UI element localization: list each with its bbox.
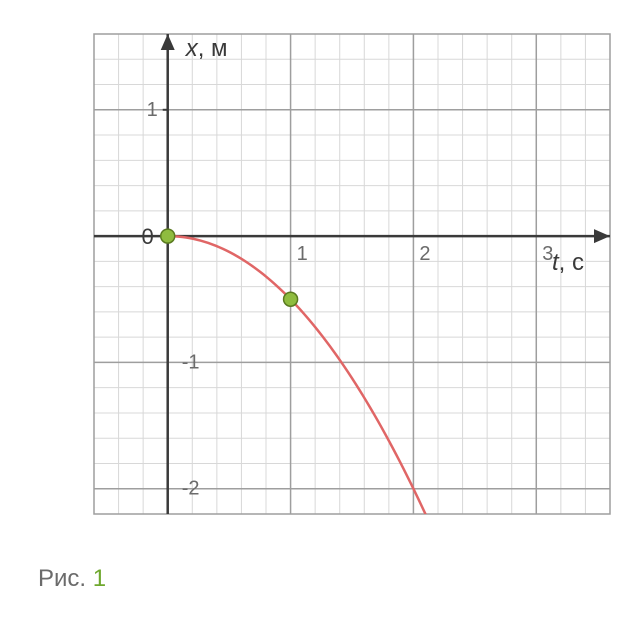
caption-number: 1: [93, 565, 106, 592]
x-axis-label: t, с: [552, 249, 584, 276]
x-tick-label: 2: [419, 243, 430, 265]
y-axis-label: x, м: [185, 35, 228, 62]
y-tick-label: -2: [182, 478, 200, 500]
data-point-0: [161, 229, 175, 243]
origin-label: 0: [141, 224, 153, 249]
figure-caption: Рис. 1: [38, 565, 106, 593]
data-point-1: [284, 292, 298, 306]
x-tick-label: 1: [297, 243, 308, 265]
y-tick-label: 1: [147, 99, 158, 121]
y-tick-label: -1: [182, 351, 200, 373]
caption-prefix: Рис.: [38, 565, 93, 592]
position-time-chart: 1231-1-20x, мt, с: [0, 0, 640, 540]
